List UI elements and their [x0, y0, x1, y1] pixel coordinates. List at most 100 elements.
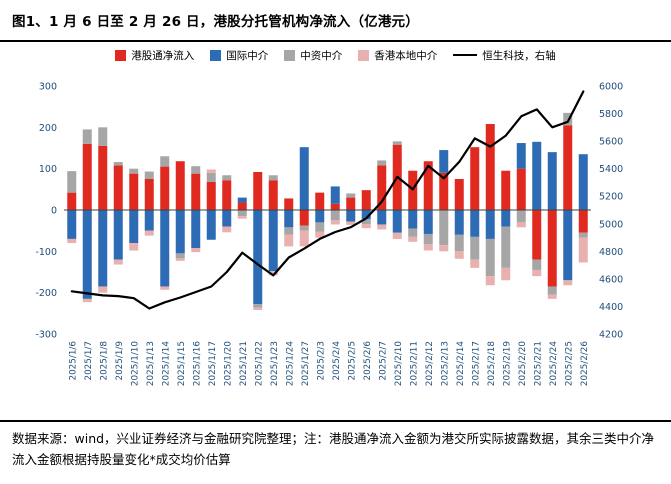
x-axis-date-label: 2025/2/14 [456, 341, 466, 387]
bar-segment [408, 236, 418, 242]
bar-segment [129, 210, 139, 244]
bar-segment [392, 210, 402, 233]
bar-segment [206, 181, 216, 210]
bar-segment [129, 173, 139, 210]
x-axis-date-label: 2025/1/6 [68, 341, 78, 381]
bar-segment [191, 173, 201, 210]
legend-label: 港股通净流入 [131, 49, 195, 62]
bar-segment [470, 259, 480, 268]
x-axis-date-label: 2025/1/7 [84, 341, 94, 381]
bar-segment [315, 210, 325, 223]
bar-segment [175, 258, 185, 261]
x-axis-date-label: 2025/2/26 [580, 341, 590, 387]
bar-segment [532, 259, 542, 270]
x-axis-date-label: 2025/2/21 [533, 341, 543, 386]
bar-segment [516, 210, 526, 223]
bar-segment [377, 165, 387, 210]
bar-segment [191, 210, 201, 249]
left-axis-tick: 200 [39, 123, 57, 134]
legend-label: 恒生科技，右轴 [482, 49, 556, 62]
legend-item-1: 国际中介 [210, 48, 268, 63]
x-axis-date-label: 2025/1/23 [270, 341, 280, 386]
left-axis-tick: -100 [35, 247, 57, 258]
chart-legend: 港股通净流入 国际中介 中资中介 香港本地中介 恒生科技，右轴 [0, 42, 671, 68]
bar-segment [346, 210, 356, 222]
bar-segment [222, 180, 232, 210]
bar-segment [253, 171, 263, 210]
x-axis-date-label: 2025/1/16 [192, 341, 202, 387]
bar-segment [206, 169, 216, 173]
bar-segment [439, 245, 449, 252]
bar-segment [563, 210, 573, 281]
chart-plot-area: 300 200 100 0 -100 -200 -300 6000 5800 5600 5400 52… [35, 82, 623, 387]
left-axis-tick: 100 [39, 164, 57, 175]
right-axis-tick: 5200 [599, 192, 623, 203]
bar-segment [144, 230, 154, 236]
bar-segment [454, 179, 464, 210]
bar-segment [470, 236, 480, 260]
bar-segment [501, 210, 511, 227]
x-axis-date-label: 2025/1/10 [130, 341, 140, 387]
bar-segment [516, 143, 526, 169]
bar-segment [284, 227, 294, 235]
bar-segment [408, 210, 418, 229]
bar-segment [237, 210, 247, 217]
right-axis-tick: 4400 [599, 302, 623, 313]
bar-segment [113, 162, 123, 166]
bar-segment [315, 222, 325, 232]
legend-item-2: 中资中介 [284, 48, 342, 63]
right-axis-tick: 4600 [599, 274, 623, 285]
left-axis-tick: -200 [35, 288, 57, 299]
bar-segment [268, 271, 278, 276]
bar-segment [563, 280, 573, 286]
x-axis-date-label: 2025/1/15 [177, 341, 187, 386]
legend-color-swatch [284, 49, 296, 61]
bar-segment [361, 190, 371, 210]
x-axis-date-label: 2025/2/3 [316, 341, 326, 381]
legend-line-swatch [453, 53, 478, 57]
bar-segment [547, 286, 557, 295]
bar-segment [113, 259, 123, 265]
legend-item-3: 香港本地中介 [358, 48, 437, 63]
bar-segment [144, 179, 154, 210]
bar-segment [237, 202, 247, 210]
right-axis-tick: 5800 [599, 109, 623, 120]
bar-segment [191, 166, 201, 174]
bar-segment [67, 210, 77, 239]
bar-segment [299, 225, 309, 231]
bar-segment [98, 210, 108, 287]
right-axis-tick: 5400 [599, 164, 623, 175]
legend-item-4: 恒生科技，右轴 [453, 48, 556, 63]
bar-segment [82, 143, 92, 210]
bar-segment [423, 161, 433, 210]
bar-segment [563, 125, 573, 210]
legend-color-swatch [115, 49, 127, 61]
bar-segment [361, 210, 371, 220]
right-axis-tick: 6000 [599, 82, 623, 93]
bar-segment [222, 175, 232, 181]
bar-segment [330, 210, 340, 221]
left-axis-tick: -300 [35, 330, 57, 341]
bar-segment [315, 192, 325, 210]
x-axis-date-label: 2025/2/19 [502, 341, 512, 386]
x-axis-date-label: 2025/1/27 [301, 341, 311, 386]
bar-segment [423, 233, 433, 245]
x-axis-date-label: 2025/1/8 [99, 341, 109, 381]
x-axis-date-label: 2025/1/24 [285, 341, 295, 387]
bar-segment [532, 210, 542, 260]
x-axis-date-label: 2025/2/17 [471, 341, 481, 386]
legend-label: 中资中介 [300, 49, 343, 62]
bar-segment [377, 160, 387, 166]
bar-segment [160, 156, 170, 167]
bar-segment [237, 216, 247, 219]
bar-segment [346, 197, 356, 210]
bar-segment [330, 203, 340, 210]
legend-label: 国际中介 [226, 49, 269, 62]
left-axis-tick: 300 [39, 82, 57, 93]
bar-segment [439, 150, 449, 173]
bar-segment [206, 210, 216, 240]
x-axis-date-label: 2025/2/11 [409, 341, 419, 386]
bar-segment [253, 304, 263, 308]
legend-label: 香港本地中介 [374, 49, 438, 62]
bar-segment [578, 210, 588, 233]
